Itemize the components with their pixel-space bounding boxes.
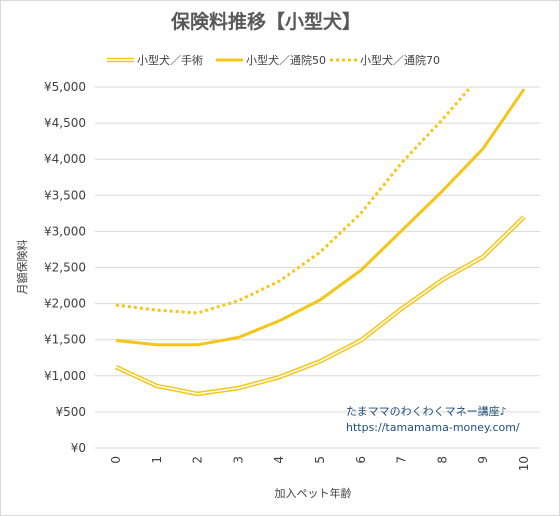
y-tick-label: ¥1,000 (44, 369, 86, 383)
legend-item-3-label: 小型犬／通院70 (360, 53, 440, 67)
x-tick-label: 8 (435, 456, 449, 464)
series-line-1-inner (115, 216, 525, 395)
x-tick-label: 7 (395, 456, 409, 464)
y-tick-label: ¥4,500 (44, 116, 86, 130)
y-tick-label: ¥3,500 (44, 188, 86, 202)
x-tick-label: 3 (231, 456, 245, 464)
x-axis-title: 加入ペット年齢 (275, 486, 352, 500)
x-tick-label: 6 (354, 456, 368, 464)
x-tick-label: 5 (313, 456, 327, 464)
chart-title: 保険料推移【小型犬】 (170, 10, 361, 33)
y-tick-label: ¥2,500 (44, 261, 86, 275)
y-tick-label: ¥2,000 (44, 297, 86, 311)
y-tick-label: ¥0 (71, 441, 86, 455)
y-axis-title: 月額保険料 (15, 240, 29, 295)
x-tick-label: 0 (109, 456, 123, 464)
x-tick-label: 1 (150, 456, 164, 464)
series-line-1-outer (115, 215, 526, 397)
y-tick-label: ¥500 (55, 405, 86, 419)
y-tick-label: ¥4,000 (44, 152, 86, 166)
y-axis-ticks: ¥0 ¥500 ¥1,000 ¥1,500 ¥2,000 ¥2,500 ¥3,000 ¥3,5… (44, 80, 86, 455)
x-tick-label: 4 (272, 456, 286, 464)
y-tick-label: ¥1,500 (44, 333, 86, 347)
series-lines (115, 87, 526, 397)
annotation-url: https://tamamama-money.com/ (346, 421, 520, 434)
series-line-3 (115, 87, 473, 315)
gridlines (95, 86, 540, 449)
x-tick-label: 2 (191, 456, 205, 464)
x-tick-label: 10 (517, 456, 531, 471)
series-line-2 (115, 88, 526, 347)
legend-item-2-label: 小型犬／通院50 (246, 53, 326, 67)
y-tick-label: ¥3,000 (44, 224, 86, 238)
x-tick-label: 9 (476, 456, 490, 464)
annotation-blog-name: たまママのわくわくマネー講座♪ (346, 404, 507, 418)
y-tick-label: ¥5,000 (44, 80, 86, 94)
legend-item-1-label: 小型犬／手術 (137, 53, 203, 67)
legend: 小型犬／手術 小型犬／通院50 小型犬／通院70 (107, 53, 440, 67)
x-axis-ticks: 0 1 2 3 4 5 6 7 8 9 10 (109, 456, 531, 471)
